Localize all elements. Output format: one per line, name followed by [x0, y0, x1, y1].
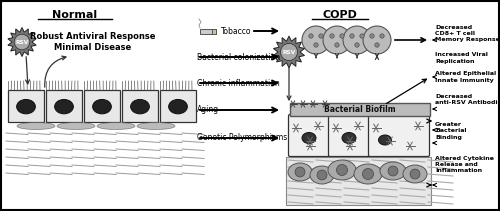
Circle shape [336, 165, 347, 176]
Bar [46, 90, 82, 122]
Circle shape [410, 169, 420, 179]
Polygon shape [274, 36, 304, 68]
Text: RSV: RSV [282, 50, 296, 54]
Text: Tobacco: Tobacco [221, 27, 252, 35]
Text: Bacterial Biofilm: Bacterial Biofilm [324, 105, 396, 114]
Text: Robust Antiviral Response
Minimal Disease: Robust Antiviral Response Minimal Diseas… [30, 32, 156, 52]
Ellipse shape [137, 123, 175, 130]
Bar [122, 90, 158, 122]
Circle shape [388, 166, 398, 176]
Bar [8, 90, 44, 122]
Text: RSV: RSV [16, 39, 28, 45]
Text: Decreased
anti-RSV Antibodies: Decreased anti-RSV Antibodies [435, 93, 500, 105]
FancyBboxPatch shape [368, 115, 430, 157]
Circle shape [280, 43, 297, 61]
Circle shape [314, 43, 318, 47]
Circle shape [335, 43, 339, 47]
Text: Increased Viral
Replication: Increased Viral Replication [435, 52, 488, 64]
Ellipse shape [57, 123, 95, 130]
Text: Decreased
CD8+ T cell
Memory Response: Decreased CD8+ T cell Memory Response [435, 25, 500, 42]
Text: Aging: Aging [197, 106, 219, 115]
Ellipse shape [342, 133, 356, 143]
Circle shape [323, 26, 351, 54]
Bar [160, 90, 196, 122]
Text: Altered Cytokine
Release and
Inflammation: Altered Cytokine Release and Inflammatio… [435, 156, 494, 173]
Circle shape [319, 34, 323, 38]
Circle shape [360, 34, 364, 38]
Bar [200, 28, 216, 34]
FancyBboxPatch shape [288, 115, 330, 157]
Bar [290, 103, 430, 116]
Circle shape [380, 34, 384, 38]
Text: Chronic inflammation: Chronic inflammation [197, 78, 280, 88]
Ellipse shape [310, 166, 334, 184]
Text: COPD: COPD [322, 10, 358, 20]
Ellipse shape [97, 123, 135, 130]
Bar [286, 157, 431, 205]
Circle shape [362, 169, 374, 180]
Circle shape [302, 26, 330, 54]
Ellipse shape [130, 99, 150, 114]
Ellipse shape [380, 162, 406, 180]
Bar [212, 28, 216, 34]
Circle shape [309, 34, 313, 38]
Polygon shape [8, 27, 36, 57]
Text: Normal: Normal [52, 10, 98, 20]
Text: Altered Epithelial
Innate Immunity: Altered Epithelial Innate Immunity [435, 71, 496, 83]
Text: Genetic Polymorphisms: Genetic Polymorphisms [197, 134, 287, 142]
Circle shape [350, 34, 354, 38]
Ellipse shape [403, 165, 427, 183]
Ellipse shape [328, 160, 356, 180]
Ellipse shape [16, 99, 36, 114]
Circle shape [330, 34, 334, 38]
Ellipse shape [92, 99, 112, 114]
Circle shape [343, 26, 371, 54]
Ellipse shape [168, 99, 188, 114]
Circle shape [14, 34, 30, 50]
Ellipse shape [288, 163, 312, 181]
FancyBboxPatch shape [328, 115, 370, 157]
Circle shape [317, 170, 327, 180]
Ellipse shape [378, 135, 392, 145]
Text: Bacterial colonization: Bacterial colonization [197, 53, 280, 61]
Circle shape [340, 34, 344, 38]
Ellipse shape [354, 164, 382, 184]
Circle shape [295, 167, 305, 177]
Bar [84, 90, 120, 122]
Ellipse shape [54, 99, 74, 114]
Circle shape [355, 43, 359, 47]
Ellipse shape [17, 123, 55, 130]
Text: Greater
Bacterial
Binding: Greater Bacterial Binding [435, 122, 466, 139]
Circle shape [375, 43, 379, 47]
Circle shape [370, 34, 374, 38]
Circle shape [363, 26, 391, 54]
Ellipse shape [302, 133, 316, 143]
